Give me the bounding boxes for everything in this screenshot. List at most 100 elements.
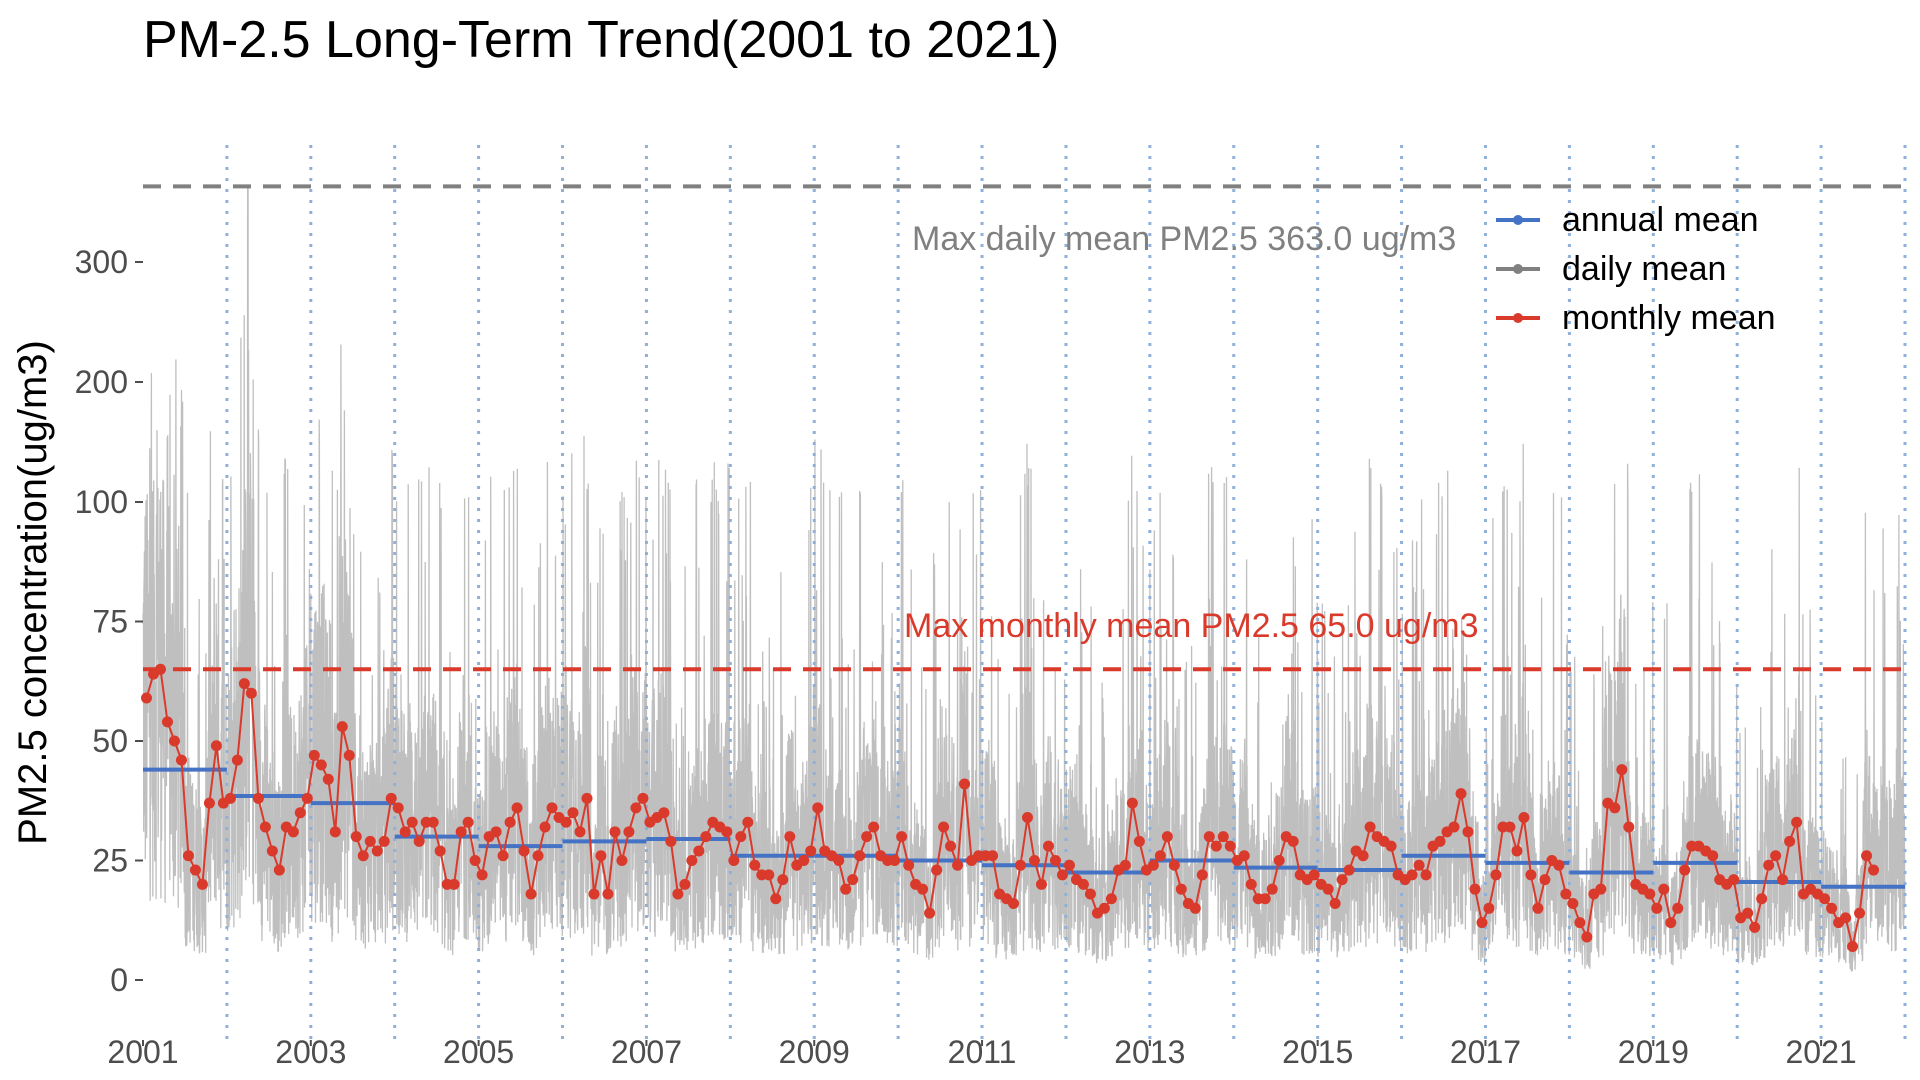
monthly-mean-point [1819,893,1831,905]
monthly-mean-point [854,850,866,862]
monthly-mean-point [413,835,425,847]
legend: annual mean daily mean monthly mean [1496,201,1776,337]
y-tick-label: 200 [75,364,128,400]
monthly-mean-point [1161,831,1173,843]
monthly-mean-point [301,792,313,804]
monthly-mean-point [1042,840,1054,852]
x-tick-label: 2001 [107,1034,178,1070]
monthly-mean-point [210,740,222,752]
monthly-mean-point [1504,821,1516,833]
monthly-mean-point [364,835,376,847]
monthly-mean-point [392,802,404,814]
monthly-mean-point [1784,835,1796,847]
monthly-mean-point [1203,831,1215,843]
legend-key-point [1513,215,1523,225]
monthly-mean-point [931,864,943,876]
monthly-mean-point [161,716,173,728]
legend-label: monthly mean [1562,299,1776,337]
monthly-mean-point [1644,888,1656,900]
monthly-mean-point [140,692,152,704]
monthly-mean-point [1077,878,1089,890]
monthly-mean-point [1035,878,1047,890]
daily-mean-line [142,185,1906,972]
monthly-mean-point [1343,864,1355,876]
x-tick-label: 2011 [948,1034,1017,1070]
monthly-mean-point [357,850,369,862]
monthly-mean-point [1679,864,1691,876]
monthly-mean-point [532,850,544,862]
axes: 0 25 50 75 100 200 300 2001 2003 2005 2007 2009 2011… [11,244,1857,1070]
reference-lines [143,184,1905,672]
monthly-mean-point [903,859,915,871]
monthly-mean-point [1126,797,1138,809]
monthly-mean-point [1469,883,1481,895]
monthly-mean-point [609,826,621,838]
monthly-mean-point [987,850,999,862]
monthly-mean-point [1525,869,1537,881]
monthly-mean-point [336,721,348,733]
monthly-mean-point [833,855,845,866]
monthly-mean-point [476,869,488,881]
max-monthly-annotation: Max monthly mean PM2.5 65.0 ug/m3 [904,607,1479,645]
monthly-mean-point [1581,931,1593,943]
monthly-mean-point [238,678,250,690]
monthly-mean-point [546,802,558,814]
monthly-mean-point [1028,855,1040,866]
monthly-mean-point [700,831,712,843]
monthly-mean-point [630,802,642,814]
monthly-mean-point [189,864,201,876]
chart-title: PM-2.5 Long-Term Trend(2001 to 2021) [143,11,1060,69]
monthly-mean-point [693,845,705,857]
x-tick-label: 2003 [275,1034,346,1070]
monthly-mean-point [427,816,439,828]
monthly-mean-point [1049,855,1061,866]
monthly-mean-point [385,792,397,804]
monthly-mean-point [1728,874,1740,886]
monthly-mean-point [1651,902,1663,914]
legend-key-point [1513,264,1523,274]
monthly-mean-point [847,874,859,886]
monthly-mean-point [1770,850,1782,862]
monthly-mean-point [1238,850,1250,862]
monthly-mean-point [1672,902,1684,914]
monthly-mean-point [350,831,362,843]
monthly-mean-point [1763,859,1775,871]
monthly-mean-point [1259,893,1271,905]
monthly-mean-point [1008,898,1020,910]
monthly-mean-point [1490,869,1502,881]
legend-label: daily mean [1562,250,1726,288]
monthly-mean-point [1854,907,1866,919]
monthly-mean-point [861,831,873,843]
monthly-mean-point [1119,859,1131,871]
monthly-mean-point [1385,840,1397,852]
monthly-mean-point [665,835,677,847]
monthly-mean-point [945,840,957,852]
max-daily-annotation: Max daily mean PM2.5 363.0 ug/m3 [912,220,1456,258]
monthly-mean-point [490,826,502,838]
monthly-mean-point [1595,883,1607,895]
y-tick-label: 100 [75,484,128,520]
monthly-mean-series [140,663,1880,953]
monthly-mean-point [434,845,446,857]
monthly-mean-point [378,835,390,847]
monthly-mean-point [525,888,537,900]
monthly-mean-point [1217,831,1229,843]
monthly-mean-point [1098,902,1110,914]
monthly-mean-point [777,874,789,886]
monthly-mean-point [455,826,467,838]
monthly-mean-point [567,807,579,819]
monthly-mean-point [721,826,733,838]
monthly-mean-point [1357,850,1369,862]
y-tick-label: 75 [92,604,128,640]
monthly-mean-point [518,845,530,857]
monthly-mean-point [763,869,775,881]
monthly-mean-point [231,754,243,766]
annotations: Max daily mean PM2.5 363.0 ug/m3 Max mont… [904,220,1479,645]
monthly-mean-point [1434,835,1446,847]
monthly-mean-point [259,821,271,833]
monthly-mean-point [805,845,817,857]
monthly-mean-point [1847,941,1859,953]
monthly-mean-point [1840,912,1852,924]
monthly-mean-point [504,816,516,828]
